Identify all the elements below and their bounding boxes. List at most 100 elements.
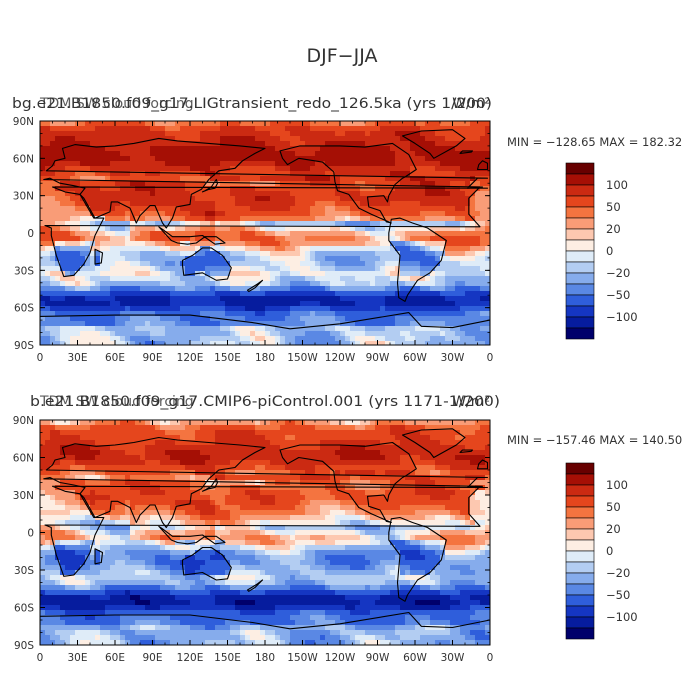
field-cell — [380, 291, 386, 297]
field-cell — [300, 331, 306, 337]
field-cell — [80, 121, 86, 127]
field-cell — [345, 196, 351, 202]
field-cell — [85, 171, 91, 177]
field-cell — [235, 191, 241, 197]
field-cell — [150, 455, 156, 461]
field-cell — [105, 231, 111, 237]
field-cell — [75, 146, 81, 152]
field-cell — [165, 291, 171, 297]
field-cell — [85, 266, 91, 272]
field-cell — [250, 216, 256, 222]
field-cell — [125, 321, 131, 327]
field-cell — [160, 316, 166, 322]
field-cell — [470, 246, 476, 252]
field-cell — [320, 221, 326, 227]
field-cell — [265, 176, 271, 182]
field-cell — [75, 241, 81, 247]
field-cell — [105, 261, 111, 267]
field-cell — [220, 126, 226, 132]
field-cell — [315, 440, 321, 446]
field-cell — [95, 191, 101, 197]
field-cell — [275, 121, 281, 127]
field-cell — [325, 445, 331, 451]
field-cell — [340, 246, 346, 252]
field-cell — [40, 306, 46, 312]
field-cell — [380, 271, 386, 277]
field-cell — [135, 166, 141, 172]
field-cell — [65, 336, 71, 342]
field-cell — [480, 251, 486, 257]
field-cell — [485, 440, 490, 446]
field-cell — [175, 450, 181, 456]
field-cell — [360, 336, 366, 342]
field-cell — [220, 166, 226, 172]
field-cell — [405, 276, 411, 282]
field-cell — [215, 246, 221, 252]
field-cell — [390, 296, 396, 302]
field-cell — [245, 246, 251, 252]
field-cell — [135, 261, 141, 267]
field-cell — [420, 281, 426, 287]
field-cell — [315, 211, 321, 217]
field-cell — [195, 425, 201, 431]
field-cell — [295, 301, 301, 307]
field-cell — [315, 341, 321, 345]
field-cell — [355, 166, 361, 172]
field-cell — [255, 141, 261, 147]
field-cell — [180, 425, 186, 431]
field-cell — [465, 430, 471, 436]
field-cell — [55, 181, 61, 187]
field-cell — [400, 206, 406, 212]
field-cell — [45, 266, 51, 272]
field-cell — [375, 211, 381, 217]
field-cell — [205, 425, 211, 431]
field-cell — [400, 256, 406, 262]
field-cell — [90, 251, 96, 257]
field-cell — [360, 420, 366, 426]
field-cell — [275, 201, 281, 207]
field-cell — [155, 216, 161, 222]
field-cell — [290, 331, 296, 337]
field-cell — [75, 445, 81, 451]
field-cell — [465, 136, 471, 142]
field-cell — [300, 131, 306, 137]
field-cell — [345, 306, 351, 312]
field-cell — [95, 445, 101, 451]
field-cell — [80, 276, 86, 282]
field-cell — [195, 201, 201, 207]
field-cell — [235, 201, 241, 207]
field-cell — [110, 221, 116, 227]
field-cell — [410, 246, 416, 252]
field-cell — [230, 191, 236, 197]
field-cell — [245, 341, 251, 345]
field-cell — [410, 216, 416, 222]
field-cell — [40, 141, 46, 147]
field-cell — [240, 306, 246, 312]
field-cell — [445, 445, 451, 451]
field-cell — [430, 256, 436, 262]
field-cell — [140, 306, 146, 312]
field-cell — [235, 430, 241, 436]
field-cell — [120, 420, 126, 426]
field-cell — [200, 321, 206, 327]
field-cell — [130, 186, 136, 192]
field-cell — [320, 266, 326, 272]
field-cell — [145, 196, 151, 202]
field-cell — [410, 206, 416, 212]
field-cell — [250, 291, 256, 297]
field-cell — [410, 261, 416, 267]
field-cell — [250, 211, 256, 217]
field-cell — [155, 156, 161, 162]
field-cell — [60, 141, 66, 147]
field-cell — [430, 296, 436, 302]
field-cell — [380, 151, 386, 157]
field-cell — [185, 261, 191, 267]
field-cell — [160, 241, 166, 247]
field-cell — [285, 156, 291, 162]
field-cell — [325, 286, 331, 292]
field-cell — [95, 271, 101, 277]
field-cell — [335, 336, 341, 342]
field-cell — [135, 430, 141, 436]
colorbar-label: 0 — [606, 244, 613, 258]
field-cell — [110, 455, 116, 461]
